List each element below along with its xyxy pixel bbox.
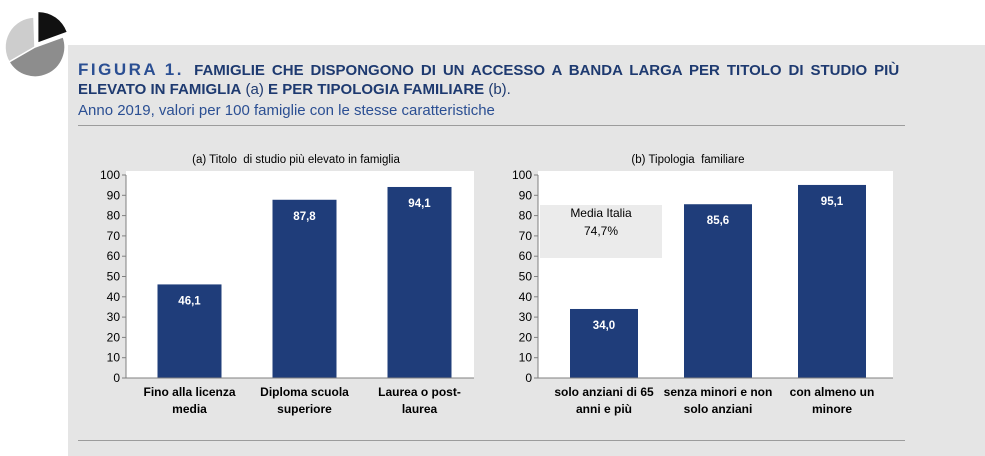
y-tick-label: 100 bbox=[100, 168, 120, 182]
y-tick-label: 20 bbox=[519, 330, 533, 344]
y-tick-label: 60 bbox=[107, 249, 121, 263]
y-tick-label: 90 bbox=[107, 188, 121, 202]
category-label: Laurea o post- laurea bbox=[378, 385, 461, 416]
logo-dark-slice bbox=[7, 35, 66, 78]
bar bbox=[272, 199, 337, 378]
chart-b-title: (b) Tipologia familiare bbox=[631, 154, 745, 166]
bar-value-label: 87,8 bbox=[293, 211, 316, 223]
y-tick-label: 20 bbox=[107, 330, 121, 344]
y-tick-label: 50 bbox=[519, 270, 533, 284]
y-tick-label: 70 bbox=[107, 229, 121, 243]
y-tick-label: 70 bbox=[519, 229, 533, 243]
chart-a-title: (a) Titolo di studio più elevato in fami… bbox=[192, 154, 400, 166]
category-label: Diploma scuola superiore bbox=[260, 385, 349, 416]
y-tick-label: 90 bbox=[519, 188, 533, 202]
bottom-rule bbox=[78, 440, 905, 441]
y-tick-label: 80 bbox=[519, 209, 533, 223]
chart-b-plot: Media Italia 74,7% 34,0 85,6 95,1 0 10 20 30 40 50… bbox=[512, 168, 893, 385]
bar bbox=[684, 204, 752, 378]
figure-title-line-2: ELEVATO IN FAMIGLIA (a) E PER TIPOLOGIA … bbox=[78, 80, 511, 99]
y-tick-label: 80 bbox=[107, 209, 121, 223]
bar bbox=[157, 284, 222, 378]
y-tick-label: 30 bbox=[107, 310, 121, 324]
panel-a-reference: (a) bbox=[245, 81, 264, 98]
bar-value-label: 95,1 bbox=[821, 196, 844, 208]
category-label: con almeno un minore bbox=[789, 385, 875, 416]
y-tick-label: 40 bbox=[519, 290, 533, 304]
y-tick-label: 30 bbox=[519, 310, 533, 324]
bar-value-label: 34,0 bbox=[593, 320, 615, 332]
bar bbox=[570, 308, 638, 378]
y-tick-label: 60 bbox=[519, 249, 533, 263]
media-italia-label: Media Italia bbox=[570, 206, 632, 220]
y-tick-label: 50 bbox=[107, 270, 121, 284]
pie-chart-logo-icon bbox=[4, 12, 67, 78]
chart-a-plot: 46,1 87,8 94,1 0 10 20 30 40 50 60 70 80 90 100 bbox=[100, 168, 474, 385]
figure-subtitle: Anno 2019, valori per 100 famiglie con l… bbox=[78, 102, 495, 119]
category-label: Fino alla licenza media bbox=[143, 385, 236, 416]
top-rule bbox=[78, 125, 905, 126]
y-tick-label: 0 bbox=[113, 371, 120, 385]
bar-value-label: 85,6 bbox=[707, 215, 729, 227]
media-italia-value: 74,7% bbox=[584, 224, 618, 238]
bar bbox=[387, 186, 452, 378]
category-label: solo anziani di 65 anni e più bbox=[554, 385, 654, 416]
bar bbox=[798, 184, 866, 378]
figure-number: FIGURA 1. bbox=[78, 60, 184, 79]
bar-value-label: 94,1 bbox=[408, 198, 431, 210]
figure-title-text: E PER TIPOLOGIA FAMILIARE bbox=[268, 81, 485, 98]
figure-title-line-1: FIGURA 1. FAMIGLIE CHE DISPONGONO DI UN … bbox=[78, 60, 899, 80]
figure-title-text: ELEVATO IN FAMIGLIA bbox=[78, 81, 242, 98]
y-tick-label: 100 bbox=[512, 168, 532, 182]
figure-title-text: FAMIGLIE CHE DISPONGONO DI UN ACCESSO A … bbox=[194, 62, 900, 79]
category-label: senza minori e non solo anziani bbox=[663, 385, 773, 416]
y-tick-label: 0 bbox=[525, 371, 532, 385]
media-italia-box bbox=[540, 205, 662, 258]
y-tick-label: 40 bbox=[107, 290, 121, 304]
y-tick-label: 10 bbox=[519, 351, 533, 365]
panel-b-reference: (b). bbox=[488, 81, 511, 98]
logo-black-slice bbox=[38, 12, 67, 43]
y-tick-label: 10 bbox=[107, 351, 121, 365]
bar-value-label: 46,1 bbox=[178, 295, 201, 307]
